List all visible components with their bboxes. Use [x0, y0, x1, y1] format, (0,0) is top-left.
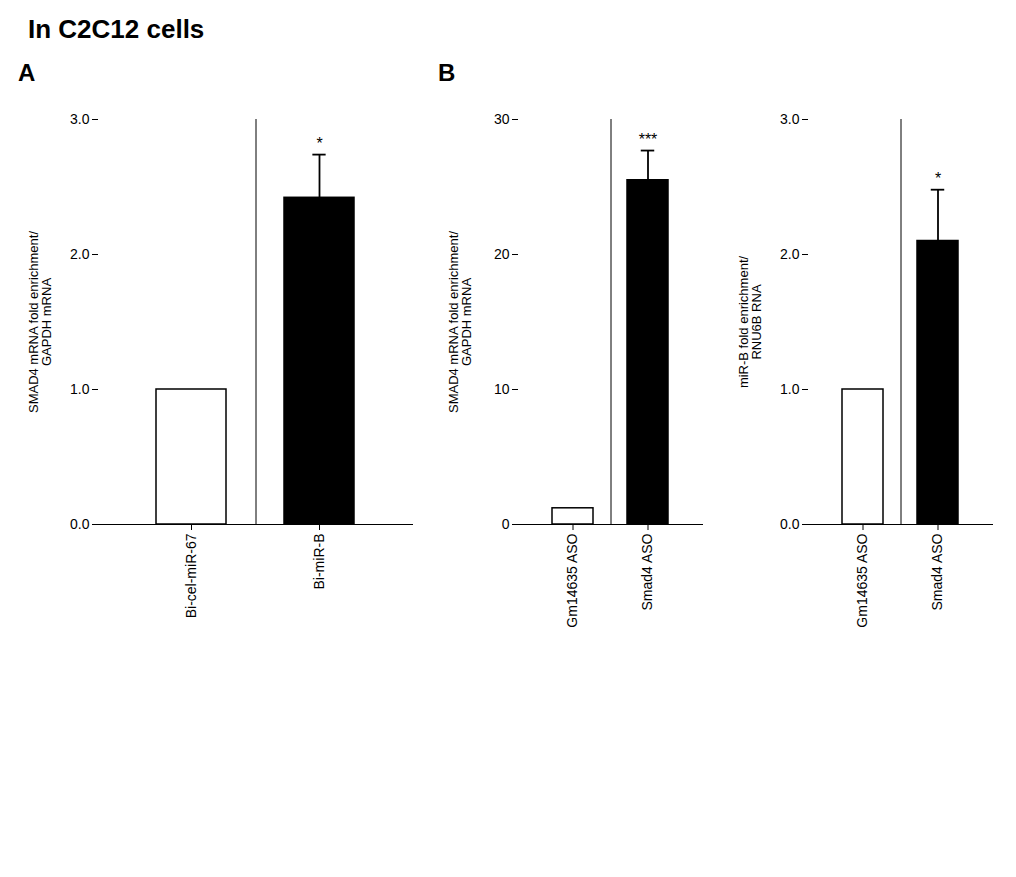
svg-text:Bi-miR-B: Bi-miR-B	[311, 534, 327, 590]
html-text:A: A	[18, 59, 36, 86]
svg-text:2.0: 2.0	[70, 246, 90, 262]
svg-text:0: 0	[502, 516, 510, 532]
svg-text:20: 20	[494, 246, 510, 262]
svg-text:Bi-cel-miR-67: Bi-cel-miR-67	[183, 533, 199, 618]
html-text:In C2C12 cells: In C2C12 cells	[28, 14, 205, 44]
html-text:B: B	[438, 59, 456, 86]
svg-text:0.0: 0.0	[70, 516, 90, 532]
svg-text:***: ***	[639, 131, 658, 148]
svg-text:SMAD4 mRNA fold enrichment/GAP: SMAD4 mRNA fold enrichment/GAPDH mRNA	[26, 231, 54, 413]
svg-text:3.0: 3.0	[780, 111, 800, 127]
svg-text:*: *	[935, 170, 941, 187]
svg-text:30: 30	[494, 111, 510, 127]
svg-text:miR-B fold enrichment/RNU6B RN: miR-B fold enrichment/RNU6B RNA	[736, 256, 764, 389]
svg-text:Gm14635 ASO: Gm14635 ASO	[564, 533, 580, 627]
svg-text:Gm14635 ASO: Gm14635 ASO	[854, 533, 870, 627]
svg-text:2.0: 2.0	[780, 246, 800, 262]
svg-text:3.0: 3.0	[70, 111, 90, 127]
svg-text:Smad4 ASO: Smad4 ASO	[929, 533, 945, 610]
svg-text:Smad4 ASO: Smad4 ASO	[639, 533, 655, 610]
svg-text:10: 10	[494, 381, 510, 397]
svg-text:1.0: 1.0	[780, 381, 800, 397]
svg-text:0.0: 0.0	[780, 516, 800, 532]
svg-text:1.0: 1.0	[70, 381, 90, 397]
svg-text:SMAD4 mRNA fold enrichment/GAP: SMAD4 mRNA fold enrichment/GAPDH mRNA	[446, 231, 474, 413]
svg-text:*: *	[316, 135, 322, 152]
